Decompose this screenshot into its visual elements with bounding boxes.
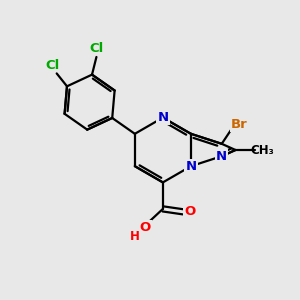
Text: N: N bbox=[216, 150, 227, 163]
Text: N: N bbox=[185, 160, 197, 173]
Text: N: N bbox=[157, 111, 168, 124]
Text: O: O bbox=[184, 205, 195, 218]
Text: Cl: Cl bbox=[45, 59, 59, 72]
Text: CH₃: CH₃ bbox=[251, 143, 274, 157]
Text: Br: Br bbox=[231, 118, 248, 131]
Text: O: O bbox=[139, 221, 151, 234]
Text: Cl: Cl bbox=[89, 42, 103, 56]
Text: H: H bbox=[130, 230, 140, 243]
